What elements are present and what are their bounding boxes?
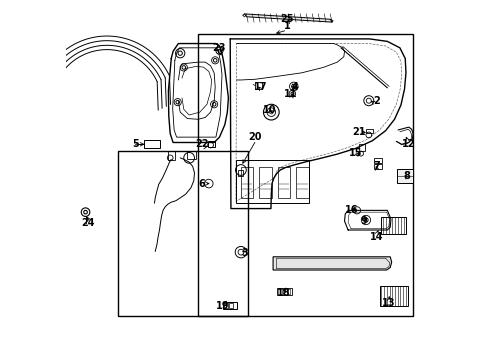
Bar bbox=[235, 160, 308, 203]
Text: 23: 23 bbox=[212, 43, 226, 53]
Text: 3: 3 bbox=[241, 248, 247, 258]
Text: 21: 21 bbox=[351, 127, 365, 137]
Bar bbox=[296, 167, 308, 198]
Text: 13: 13 bbox=[382, 298, 395, 308]
Text: 1: 1 bbox=[284, 21, 290, 31]
Bar bbox=[207, 141, 215, 147]
Text: 5: 5 bbox=[132, 139, 139, 149]
Text: 16: 16 bbox=[344, 205, 358, 215]
Text: 10: 10 bbox=[262, 105, 276, 115]
Bar bbox=[278, 289, 282, 294]
Bar bbox=[380, 217, 405, 234]
Bar bbox=[379, 286, 407, 306]
Text: 19: 19 bbox=[216, 301, 229, 311]
Bar bbox=[224, 303, 228, 308]
Text: 7: 7 bbox=[372, 161, 379, 171]
Bar bbox=[241, 167, 253, 198]
Polygon shape bbox=[272, 257, 391, 270]
Bar bbox=[254, 82, 262, 89]
Text: 2: 2 bbox=[372, 96, 379, 107]
Text: 25: 25 bbox=[280, 14, 293, 24]
Bar bbox=[365, 129, 372, 133]
Text: 20: 20 bbox=[248, 132, 262, 142]
Bar bbox=[259, 167, 271, 198]
Polygon shape bbox=[244, 14, 331, 22]
Text: 22: 22 bbox=[195, 139, 208, 149]
Bar bbox=[223, 302, 236, 309]
Bar bbox=[229, 303, 233, 308]
Text: 9: 9 bbox=[360, 216, 367, 226]
Bar bbox=[373, 164, 382, 169]
Text: 12: 12 bbox=[401, 139, 415, 149]
Bar bbox=[167, 152, 175, 160]
Bar bbox=[238, 170, 243, 176]
Bar bbox=[143, 140, 160, 148]
Text: 4: 4 bbox=[290, 82, 297, 92]
Text: 14: 14 bbox=[369, 232, 383, 242]
Text: 15: 15 bbox=[348, 148, 361, 158]
Polygon shape bbox=[397, 169, 412, 183]
Text: 24: 24 bbox=[81, 218, 95, 228]
Text: 6: 6 bbox=[198, 179, 204, 189]
Bar bbox=[358, 144, 365, 152]
Text: 18: 18 bbox=[276, 288, 290, 297]
Bar bbox=[118, 152, 247, 316]
Bar bbox=[198, 34, 412, 316]
Bar bbox=[277, 167, 290, 198]
Text: 17: 17 bbox=[253, 82, 267, 92]
Text: 8: 8 bbox=[403, 171, 409, 181]
Bar bbox=[283, 289, 287, 294]
Bar bbox=[287, 289, 290, 294]
Bar bbox=[276, 288, 291, 295]
Bar bbox=[373, 158, 382, 163]
Text: 11: 11 bbox=[284, 89, 297, 99]
Bar bbox=[186, 152, 195, 159]
